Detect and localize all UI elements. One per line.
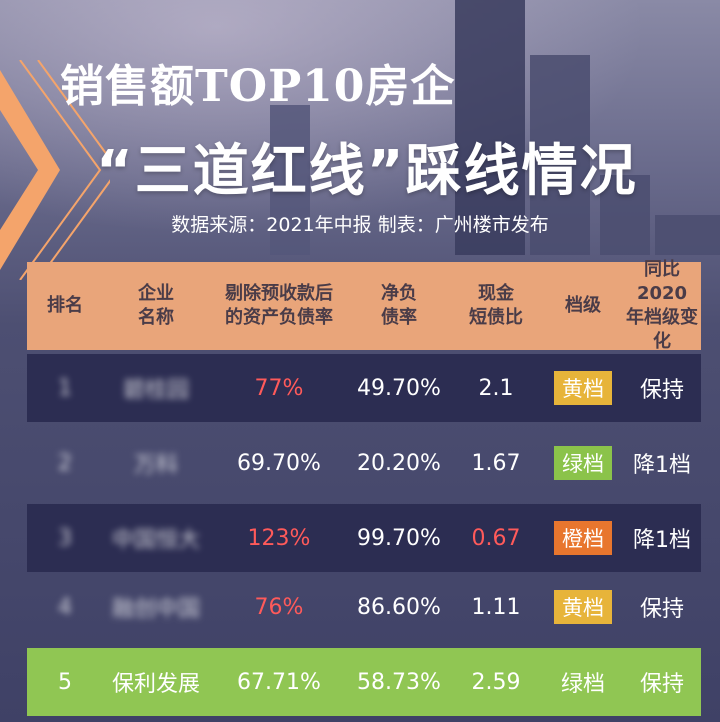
company-cell: 万科	[133, 453, 178, 478]
table-row: 1 碧桂园 77% 49.70% 2.1 黄档 保持	[27, 354, 701, 422]
source-caption: 数据来源：2021年中报 制表：广州楼市发布	[171, 214, 549, 236]
company-cell: 融创中国	[111, 597, 200, 622]
rank-cell: 5	[58, 669, 72, 695]
rank-cell: 3	[58, 525, 72, 551]
tier-change-cell: 保持	[639, 378, 684, 403]
company-cell: 中国恒大	[111, 528, 200, 553]
building-silhouette	[600, 175, 650, 255]
building-silhouette	[655, 215, 720, 255]
column-header-tier-change: 同比2020 年档级变化	[626, 259, 698, 352]
cash-ratio-cell: 2.1	[478, 375, 514, 401]
title-line-1: 销售额TOP10房企	[60, 61, 456, 112]
tier-change-cell: 保持	[639, 597, 684, 622]
cash-ratio-cell: 2.59	[471, 669, 521, 695]
building-silhouette	[455, 0, 525, 255]
tier-cell: 绿档	[560, 672, 605, 697]
tier-badge: 绿档	[554, 446, 612, 480]
rank-cell: 2	[58, 450, 72, 476]
title-line-2: “三道红线”踩线情况	[96, 139, 638, 204]
tier-badge: 黄档	[554, 371, 612, 405]
tier-change-cell: 降1档	[633, 453, 691, 478]
column-header-company: 企业 名称	[138, 283, 174, 328]
cash-ratio-cell: 1.67	[471, 450, 521, 476]
net-debt-cell: 99.70%	[357, 525, 441, 551]
asset-liability-cell: 69.70%	[237, 450, 321, 476]
column-header-net-debt: 净负 债率	[381, 283, 417, 328]
table-header: 排名 企业 名称 剔除预收款后 的资产负债率 净负 债率 现金 短债比 档级 同…	[27, 259, 701, 352]
net-debt-cell: 86.60%	[357, 594, 441, 620]
cash-ratio-cell: 0.67	[471, 525, 521, 551]
asset-liability-cell: 77%	[254, 375, 304, 401]
column-header-tier: 档级	[565, 295, 601, 316]
table-row: 2 万科 69.70% 20.20% 1.67 绿档 降1档	[27, 429, 701, 497]
company-cell: 碧桂园	[122, 378, 189, 403]
tier-change-cell: 保持	[639, 672, 684, 697]
column-header-asset-liability: 剔除预收款后 的资产负债率	[225, 283, 333, 328]
column-header-rank: 排名	[47, 295, 83, 316]
tier-badge: 黄档	[554, 590, 612, 624]
rank-cell: 4	[58, 594, 72, 620]
tier-change-cell: 降1档	[633, 528, 691, 553]
asset-liability-cell: 76%	[254, 594, 304, 620]
net-debt-cell: 49.70%	[357, 375, 441, 401]
chevron-decoration	[0, 60, 110, 280]
net-debt-cell: 58.73%	[357, 669, 441, 695]
rank-cell: 1	[58, 375, 72, 401]
net-debt-cell: 20.20%	[357, 450, 441, 476]
table-row: 4 融创中国 76% 86.60% 1.11 黄档 保持	[27, 573, 701, 641]
asset-liability-cell: 123%	[247, 525, 311, 551]
building-silhouette	[270, 105, 310, 255]
asset-liability-cell: 67.71%	[237, 669, 321, 695]
tier-badge: 橙档	[554, 521, 612, 555]
table-row: 3 中国恒大 123% 99.70% 0.67 橙档 降1档	[27, 504, 701, 572]
table-row-highlighted: 5 保利发展 67.71% 58.73% 2.59 绿档 保持	[27, 648, 701, 716]
cash-ratio-cell: 1.11	[471, 594, 521, 620]
column-header-cash-ratio: 现金 短债比	[469, 283, 523, 328]
building-silhouette	[530, 55, 590, 255]
company-cell: 保利发展	[111, 672, 200, 697]
